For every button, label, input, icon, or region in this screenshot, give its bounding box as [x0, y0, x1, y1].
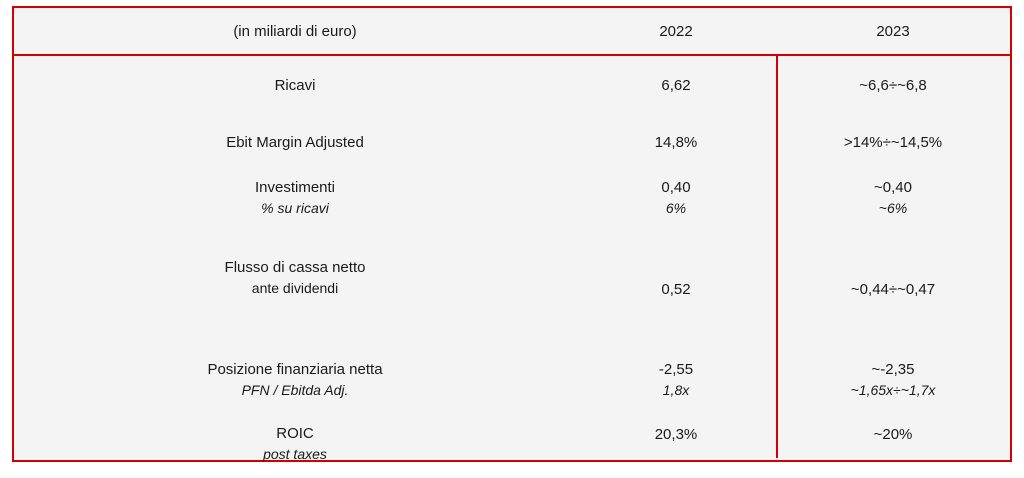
flusso-sublabel: ante dividendi	[251, 280, 339, 296]
ebit-2023-value: >14%÷~14,5%	[843, 134, 943, 151]
header-unit-label: (in miliardi di euro)	[233, 22, 357, 40]
pfn-2023-value: ~-2,35	[871, 361, 915, 378]
pfn-2022-value: -2,55	[658, 361, 694, 378]
flusso-2022-value: 0,52	[661, 281, 691, 298]
ricavi-label: Ricavi	[274, 77, 316, 94]
ricavi-2022-value: 6,62	[661, 77, 691, 94]
row-ebit-margin: Ebit Margin Adjusted 14,8% >14%÷~14,5%	[14, 115, 1010, 170]
header-year-2023: 2023	[876, 22, 910, 40]
flusso-2023-value: ~0,44÷~0,47	[850, 281, 936, 298]
ricavi-label-cell: Ricavi	[14, 56, 576, 115]
pfn-2023-subvalue: ~1,65x÷~1,7x	[850, 382, 936, 398]
roic-2023-cell: ~20%	[776, 410, 1010, 458]
roic-label-cell: ROIC post taxes	[14, 410, 576, 462]
flusso-2022-cell: 0,52	[576, 240, 776, 325]
row-flusso-di-cassa: Flusso di cassa netto ante dividendi 0,5…	[14, 240, 1010, 325]
row-investimenti: Investimenti % su ricavi 0,40 6% ~0,40 ~…	[14, 170, 1010, 240]
ricavi-2023-cell: ~6,6÷~6,8	[776, 56, 1010, 115]
column-divider-line	[776, 56, 778, 458]
pfn-label: Posizione finanziaria netta	[207, 361, 383, 378]
table-header-row: (in miliardi di euro) 2022 2023	[14, 8, 1010, 56]
header-year-2022: 2022	[659, 22, 693, 40]
ebit-label: Ebit Margin Adjusted	[226, 134, 364, 151]
financial-guidance-table: (in miliardi di euro) 2022 2023 Ricavi 6…	[12, 6, 1012, 462]
investimenti-2023-value: ~0,40	[874, 179, 912, 196]
investimenti-2022-value: 0,40	[661, 179, 691, 196]
flusso-2023-cell: ~0,44÷~0,47	[776, 240, 1010, 325]
ebit-2022-cell: 14,8%	[576, 115, 776, 170]
pfn-sublabel: PFN / Ebitda Adj.	[241, 382, 349, 398]
roic-2022-cell: 20,3%	[576, 410, 776, 458]
ebit-label-cell: Ebit Margin Adjusted	[14, 115, 576, 170]
ebit-2022-value: 14,8%	[654, 134, 698, 151]
investimenti-label: Investimenti	[254, 179, 336, 196]
pfn-2023-cell: ~-2,35 ~1,65x÷~1,7x	[776, 325, 1010, 410]
row-ricavi: Ricavi 6,62 ~6,6÷~6,8	[14, 56, 1010, 115]
roic-sublabel: post taxes	[263, 446, 327, 462]
investimenti-2023-cell: ~0,40 ~6%	[776, 170, 1010, 240]
investimenti-sublabel: % su ricavi	[261, 200, 329, 216]
pfn-2022-subvalue: 1,8x	[662, 382, 690, 398]
pfn-label-cell: Posizione finanziaria netta PFN / Ebitda…	[14, 325, 576, 410]
roic-label: ROIC	[276, 425, 314, 442]
roic-2022-value: 20,3%	[654, 426, 698, 443]
investimenti-2022-cell: 0,40 6%	[576, 170, 776, 240]
ricavi-2022-cell: 6,62	[576, 56, 776, 115]
row-roic: ROIC post taxes 20,3% ~20%	[14, 410, 1010, 462]
investimenti-2023-subvalue: ~6%	[878, 200, 908, 216]
ricavi-2023-value: ~6,6÷~6,8	[859, 77, 927, 94]
pfn-2022-cell: -2,55 1,8x	[576, 325, 776, 410]
flusso-label-cell: Flusso di cassa netto ante dividendi	[14, 240, 576, 325]
investimenti-2022-subvalue: 6%	[665, 200, 687, 216]
roic-2023-value: ~20%	[873, 426, 913, 443]
table-body: Ricavi 6,62 ~6,6÷~6,8 Ebit Margin Adjust…	[14, 56, 1010, 462]
flusso-label: Flusso di cassa netto	[224, 259, 366, 276]
ebit-2023-cell: >14%÷~14,5%	[776, 115, 1010, 170]
investimenti-label-cell: Investimenti % su ricavi	[14, 170, 576, 240]
row-posizione-finanziaria: Posizione finanziaria netta PFN / Ebitda…	[14, 325, 1010, 410]
